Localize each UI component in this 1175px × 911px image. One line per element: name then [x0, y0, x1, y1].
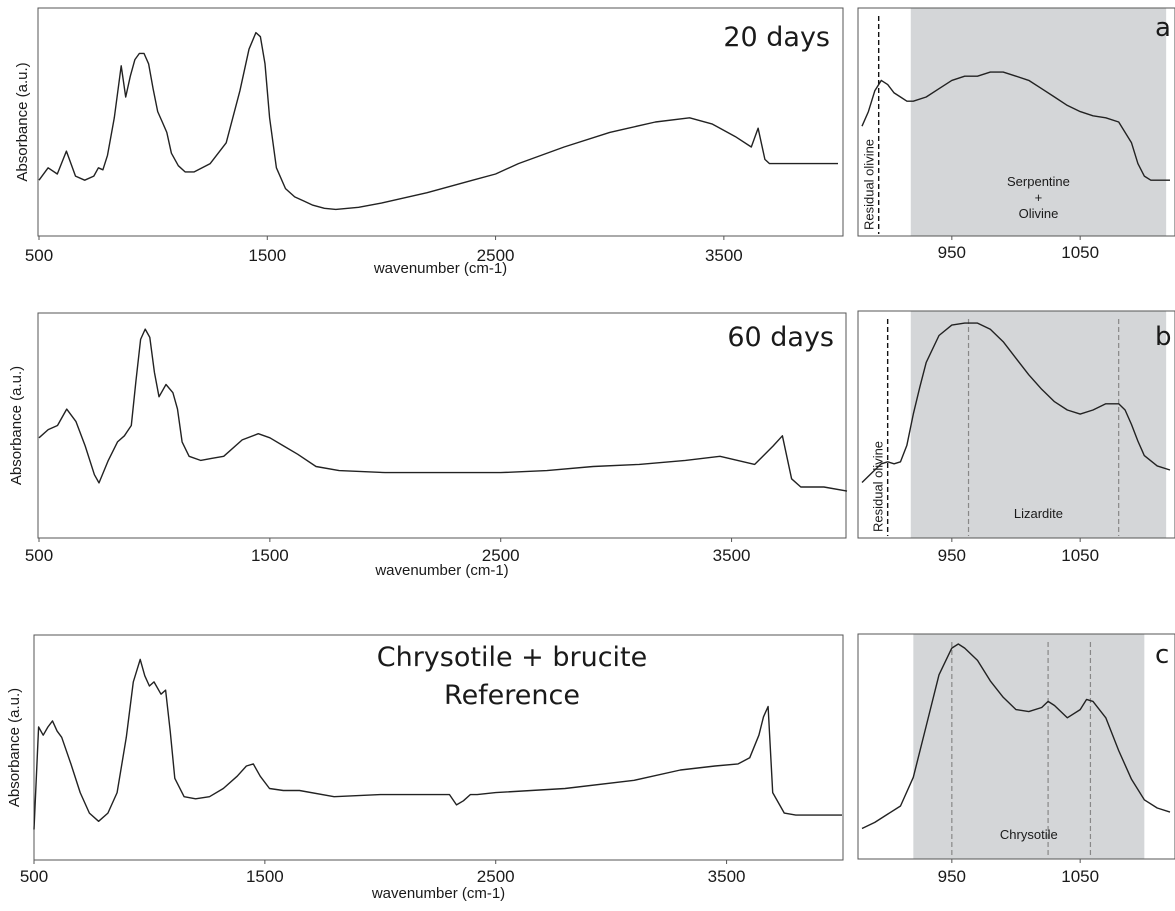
- reference-line-label: Residual olivine: [862, 139, 877, 230]
- region-label: Serpentine: [1007, 174, 1070, 189]
- spectrum-line: [38, 328, 848, 492]
- plot-frame: [37, 312, 847, 539]
- x-tick-label: 2500: [477, 246, 515, 265]
- y-axis-label: Absorbance (a.u.): [14, 62, 31, 181]
- x-tick-label: 2500: [482, 546, 520, 565]
- chart-pc: 950 1050 Chrysotile c: [857, 633, 1175, 886]
- panel-label: c: [1155, 640, 1169, 670]
- x-tick-label: 950: [938, 867, 966, 886]
- region-label: +: [1035, 190, 1043, 205]
- region-label: Olivine: [1019, 206, 1059, 221]
- x-tick-label: 1500: [246, 867, 284, 886]
- region-label: Chrysotile: [1000, 827, 1058, 842]
- chart-p20: 500 1500 2500 3500 wavenumber (cm-1) Absorban…: [14, 7, 844, 277]
- x-tick-label: 500: [20, 867, 48, 886]
- x-tick-label: 3500: [705, 246, 743, 265]
- x-tick-label: 1500: [248, 246, 286, 265]
- x-tick-label: 950: [938, 243, 966, 262]
- plot-frame: [857, 633, 1175, 860]
- x-tick-label: 500: [25, 246, 53, 265]
- chart-title: 60 days: [727, 322, 834, 353]
- x-tick-label: 500: [25, 546, 53, 565]
- spectrum-line: [33, 658, 842, 830]
- chart-title: 20 days: [723, 22, 830, 53]
- plot-frame: [37, 7, 844, 237]
- x-axis-label: wavenumber (cm-1): [373, 260, 507, 277]
- chart-pb: Residual olivine 950 1050 Lizardite b: [857, 310, 1175, 565]
- spectrum-line: [38, 31, 838, 211]
- chart-pa: Residual olivine 950 1050 Serpentine+Olivin…: [857, 7, 1175, 262]
- plot-frame: [857, 310, 1175, 539]
- plot-frame: [857, 7, 1175, 237]
- chart-title: Chrysotile + brucite: [377, 642, 648, 673]
- shaded-region: [910, 311, 1167, 538]
- chart-title: Reference: [444, 680, 580, 711]
- x-axis-label: wavenumber (cm-1): [374, 562, 508, 579]
- plot-frame: [33, 634, 844, 861]
- shaded-region: [913, 634, 1145, 859]
- x-tick-label: 1050: [1061, 546, 1099, 565]
- x-tick-label: 3500: [708, 867, 746, 886]
- spectrum-line: [861, 71, 1170, 181]
- x-tick-label: 1050: [1061, 243, 1099, 262]
- panel-label: a: [1155, 13, 1171, 43]
- spectrum-line: [861, 643, 1171, 830]
- x-tick-label: 1500: [251, 546, 289, 565]
- spectrum-line: [861, 322, 1171, 484]
- x-tick-label: 950: [938, 546, 966, 565]
- y-axis-label: Absorbance (a.u.): [6, 688, 23, 807]
- x-tick-label: 3500: [713, 546, 751, 565]
- chart-p60: 500 1500 2500 3500 wavenumber (cm-1) Absorban…: [8, 312, 848, 579]
- panel-label: b: [1155, 322, 1172, 352]
- region-label: Lizardite: [1014, 506, 1063, 521]
- x-tick-label: 1050: [1061, 867, 1099, 886]
- x-tick-label: 2500: [477, 867, 515, 886]
- shaded-region: [910, 8, 1167, 236]
- chart-pref: 500 1500 2500 3500 wavenumber (cm-1) Absorban…: [6, 634, 844, 902]
- y-axis-label: Absorbance (a.u.): [8, 366, 25, 485]
- x-axis-label: wavenumber (cm-1): [371, 885, 505, 902]
- reference-line-label: Residual olivine: [871, 441, 886, 532]
